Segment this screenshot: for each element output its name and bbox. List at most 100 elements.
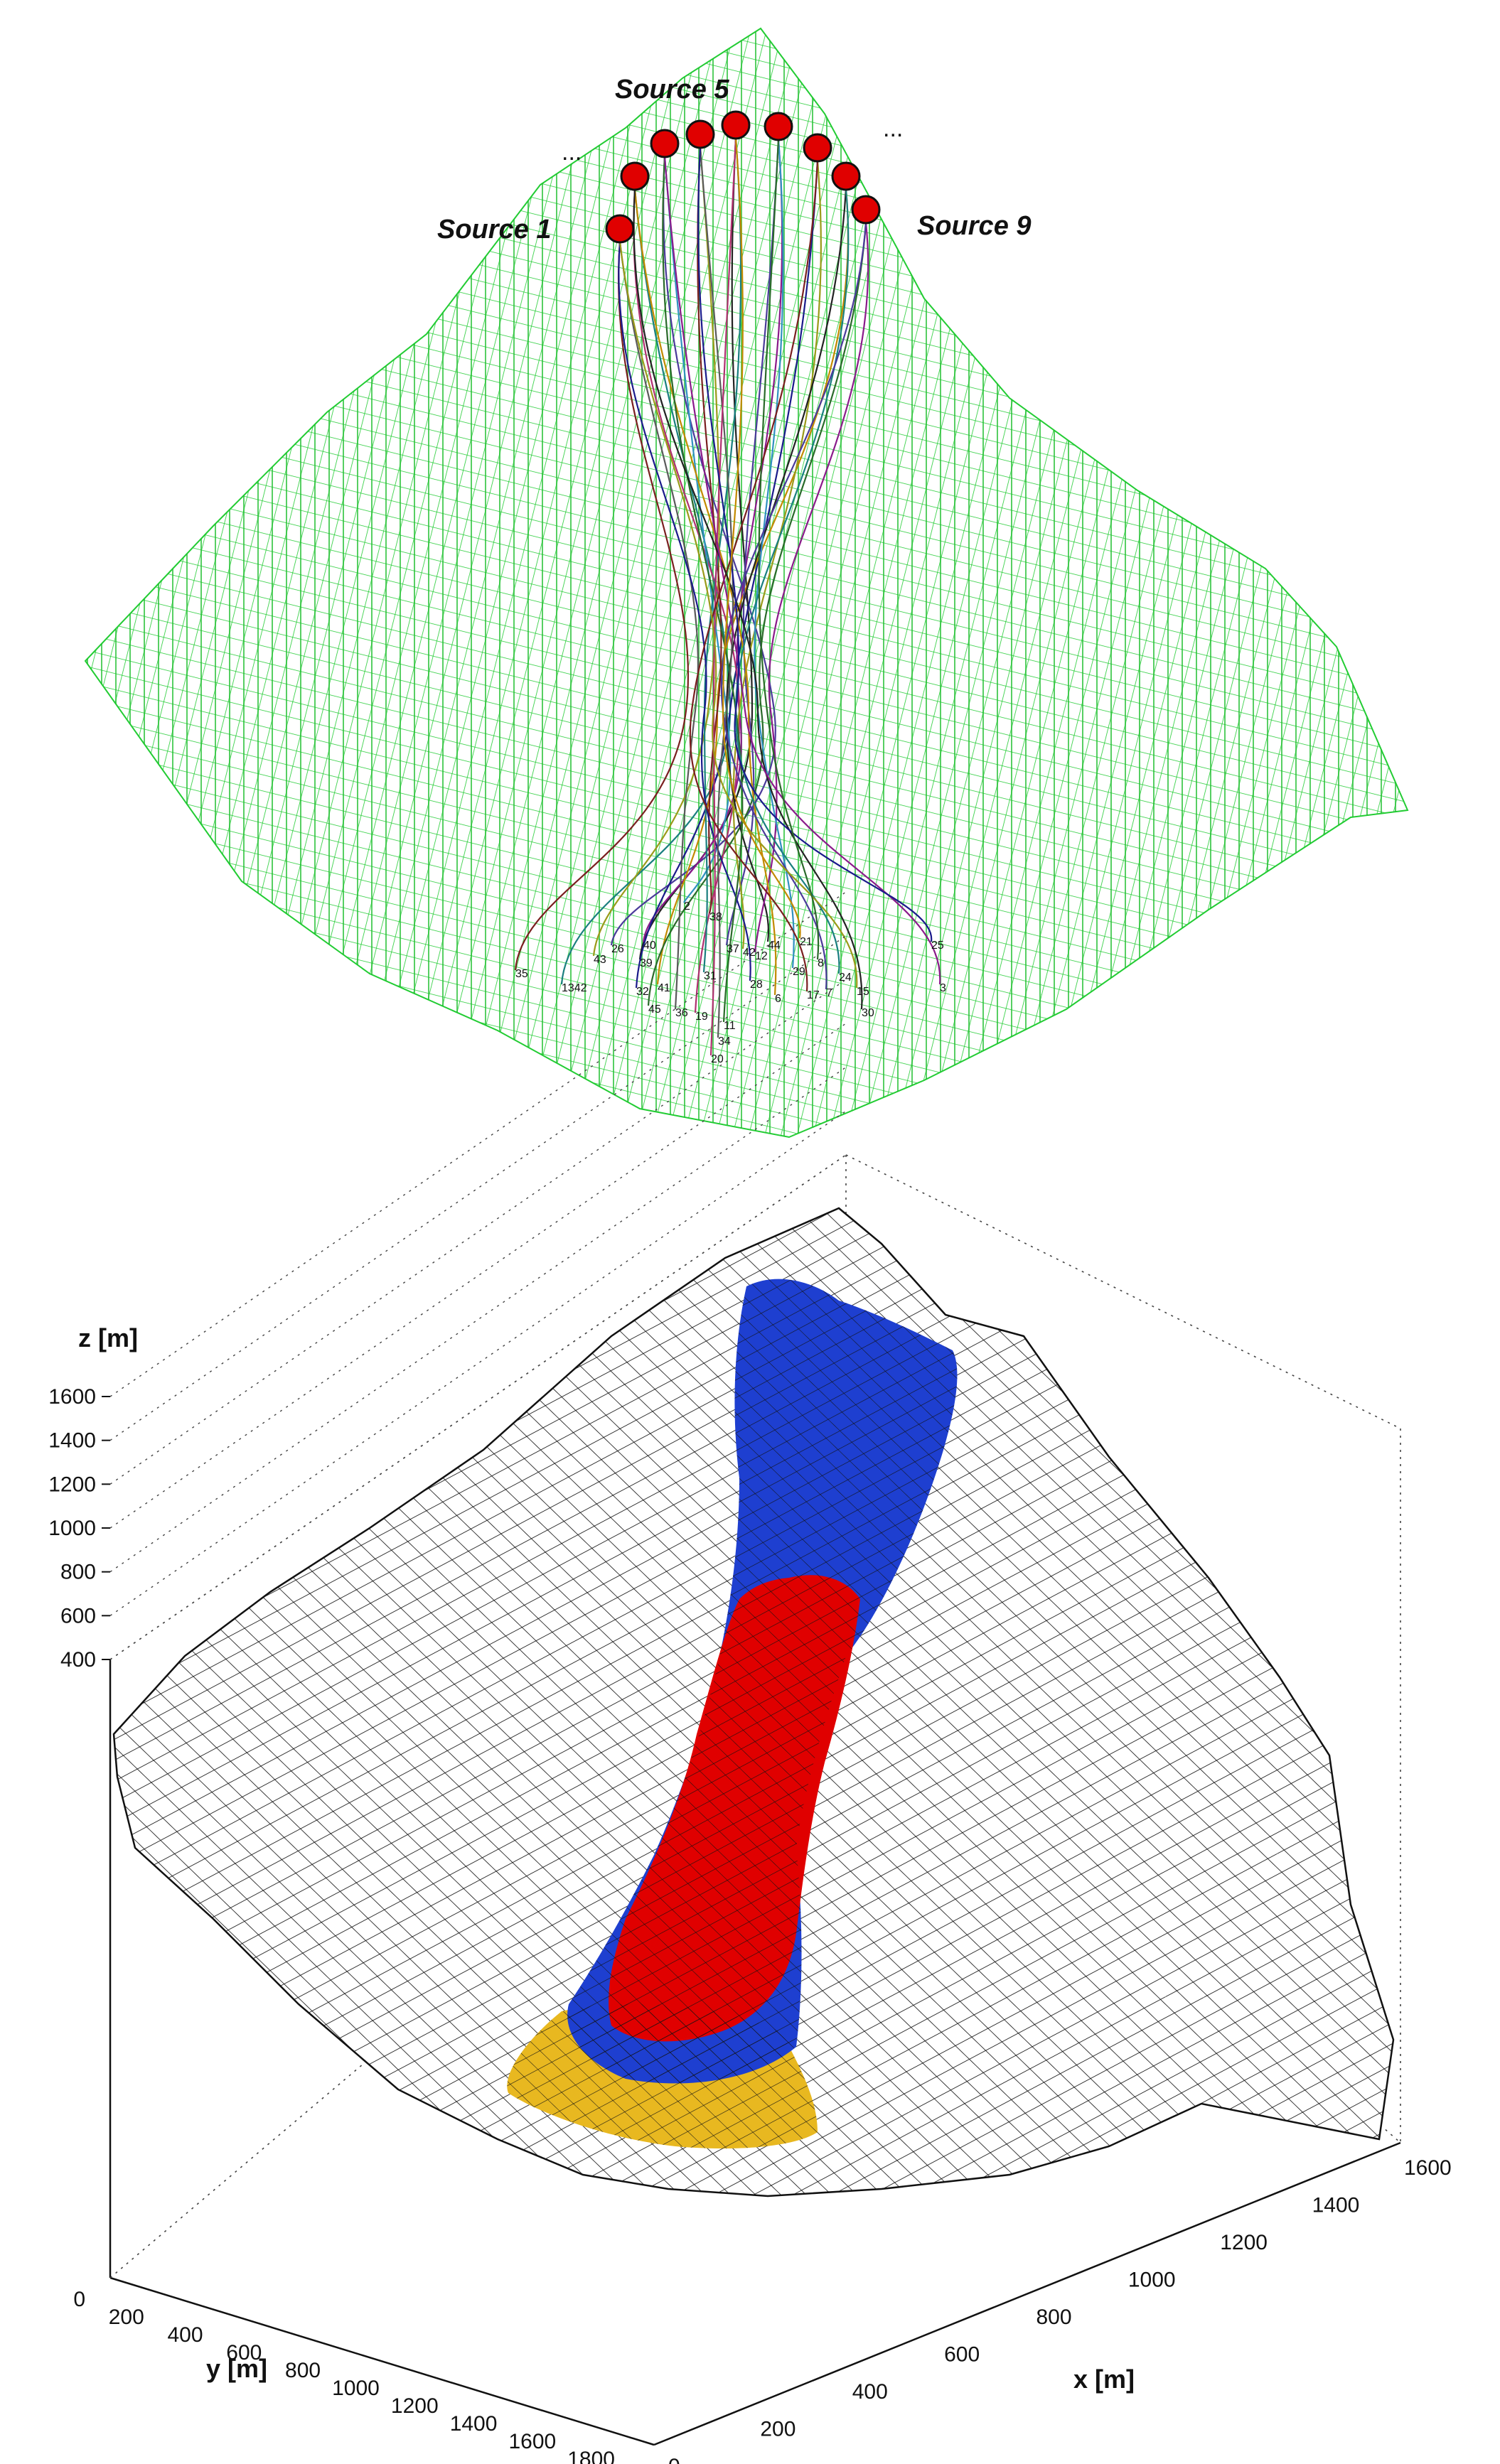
surface-panel: z [m] y [m] x [m] 4006008001000120014001… [48, 891, 1452, 2464]
y-tick-label: 1400 [450, 2412, 498, 2436]
trajectory-27 [720, 222, 867, 990]
z-tick-label: 400 [60, 1648, 96, 1672]
x-tick-label: 600 [944, 2343, 980, 2367]
y-tick-label: 400 [167, 2323, 203, 2347]
x-tick-labels: 0 200 400 600 800 1000 1200 1400 1600 [668, 2156, 1452, 2464]
trajectory-22 [699, 146, 734, 1038]
zone-overlay-mesh [507, 1279, 958, 2149]
source-marker-6 [764, 112, 793, 141]
z-tick-label: 1400 [48, 1429, 96, 1453]
y-tick-label: 1200 [391, 2394, 439, 2418]
trajectory-label-24: 24 [839, 972, 852, 984]
y-tick-label: 1800 [567, 2448, 615, 2464]
trajectory-label-38: 38 [709, 911, 722, 923]
trajectory-label-35: 35 [515, 968, 528, 980]
trajectory-31 [697, 146, 933, 942]
trajectory-label-2: 2 [684, 900, 690, 913]
x-tick-label: 1600 [1404, 2156, 1452, 2180]
source-label-9: Source 9 [917, 211, 1032, 241]
y-tick-label: 0 [73, 2288, 85, 2311]
source-marker-7 [803, 133, 832, 163]
trajectory-label-26: 26 [611, 943, 624, 955]
x-tick-label: 1400 [1312, 2194, 1360, 2217]
y-tick-labels: 0 200 400 600 800 1000 1200 1400 1600 1800 [73, 2288, 615, 2464]
x-tick-label: 200 [760, 2418, 795, 2441]
trajectory-4 [592, 146, 720, 957]
trajectory-11 [633, 188, 741, 1013]
trajectory-label-11: 11 [724, 1020, 736, 1032]
trajectory-label-39: 39 [640, 957, 653, 969]
source-marker-5 [721, 110, 751, 140]
trajectory-25 [689, 160, 819, 992]
trajectory-label-3: 3 [940, 982, 946, 994]
x-axis-label: x [m] [1073, 2365, 1135, 2394]
z-tick-label: 600 [60, 1604, 96, 1628]
trajectory-label-15: 15 [857, 986, 869, 998]
source-label-5: Source 5 [615, 75, 729, 104]
z-tick-label: 1000 [48, 1517, 96, 1540]
x-tick-label: 0 [668, 2455, 680, 2464]
y-tick-label: 800 [285, 2359, 321, 2382]
x-tick-label: 400 [852, 2380, 888, 2404]
z-tick-label: 1200 [48, 1473, 96, 1496]
trajectory-label-29: 29 [793, 966, 805, 978]
trajectory-12 [663, 156, 732, 903]
trajectory-label-17: 17 [807, 989, 820, 1001]
trajectory-1 [514, 241, 690, 971]
trajectory-label-42: 42 [743, 947, 756, 959]
source-marker-2 [620, 161, 650, 191]
trajectory-lines [514, 137, 941, 1056]
trajectory-label-36: 36 [675, 1007, 688, 1019]
z-tick-label: 1600 [48, 1385, 96, 1409]
trajectory-label-21: 21 [800, 936, 813, 948]
source-marker-3 [650, 129, 680, 158]
y-tick-label: 200 [109, 2306, 144, 2329]
source-marker-8 [831, 161, 861, 191]
trajectory-label-30: 30 [862, 1007, 874, 1019]
source-marker-4 [685, 119, 715, 149]
trajectory-label-40: 40 [643, 940, 656, 952]
source-markers [605, 110, 881, 244]
trajectory-10 [618, 241, 700, 1010]
trajectory-23 [709, 137, 737, 1056]
y-tick-label: 1600 [508, 2430, 556, 2453]
y-tick-label: 1000 [332, 2377, 380, 2400]
axis-box [109, 1659, 1401, 2446]
trajectory-label-7: 7 [826, 987, 832, 999]
trajectory-label-25: 25 [931, 940, 944, 952]
trajectory-3 [610, 156, 776, 946]
z-tick-labels: 400 600 800 1000 1200 1400 1600 [48, 1385, 110, 1672]
trajectory-7 [635, 160, 819, 989]
trajectory-label-44: 44 [768, 940, 781, 952]
trajectory-9 [647, 222, 867, 1006]
trajectory-label-28: 28 [750, 979, 763, 991]
source-label-1: Source 1 [437, 215, 552, 244]
trajectory-label-45: 45 [648, 1004, 661, 1016]
trajectory-label-32: 32 [636, 986, 649, 998]
trajectory-label-19: 19 [695, 1011, 708, 1023]
z-axis-label: z [m] [78, 1323, 138, 1352]
trajectory-label-8: 8 [818, 957, 824, 969]
trajectory-label-41: 41 [658, 982, 670, 994]
trajectory-28 [618, 241, 858, 989]
trajectory-label-20: 20 [711, 1053, 724, 1065]
trajectory-32 [722, 137, 801, 939]
trajectory-30 [663, 156, 941, 985]
trajectory-2 [560, 188, 732, 985]
y-tick-label: 600 [226, 2341, 262, 2365]
trajectory-33 [758, 139, 820, 960]
source-marker-9 [851, 195, 881, 225]
x-tick-label: 1200 [1220, 2231, 1268, 2254]
trajectory-13 [697, 146, 722, 914]
ellipsis-left: ... [562, 139, 582, 166]
trajectory-24 [754, 139, 795, 969]
y-axis-label: y [m] [206, 2354, 267, 2383]
trajectory-label-1342: 1342 [562, 982, 587, 994]
source-marker-1 [605, 214, 635, 244]
z-tick-label: 800 [60, 1561, 96, 1584]
x-tick-label: 1000 [1128, 2269, 1176, 2292]
trajectory-label-6: 6 [775, 993, 781, 1005]
